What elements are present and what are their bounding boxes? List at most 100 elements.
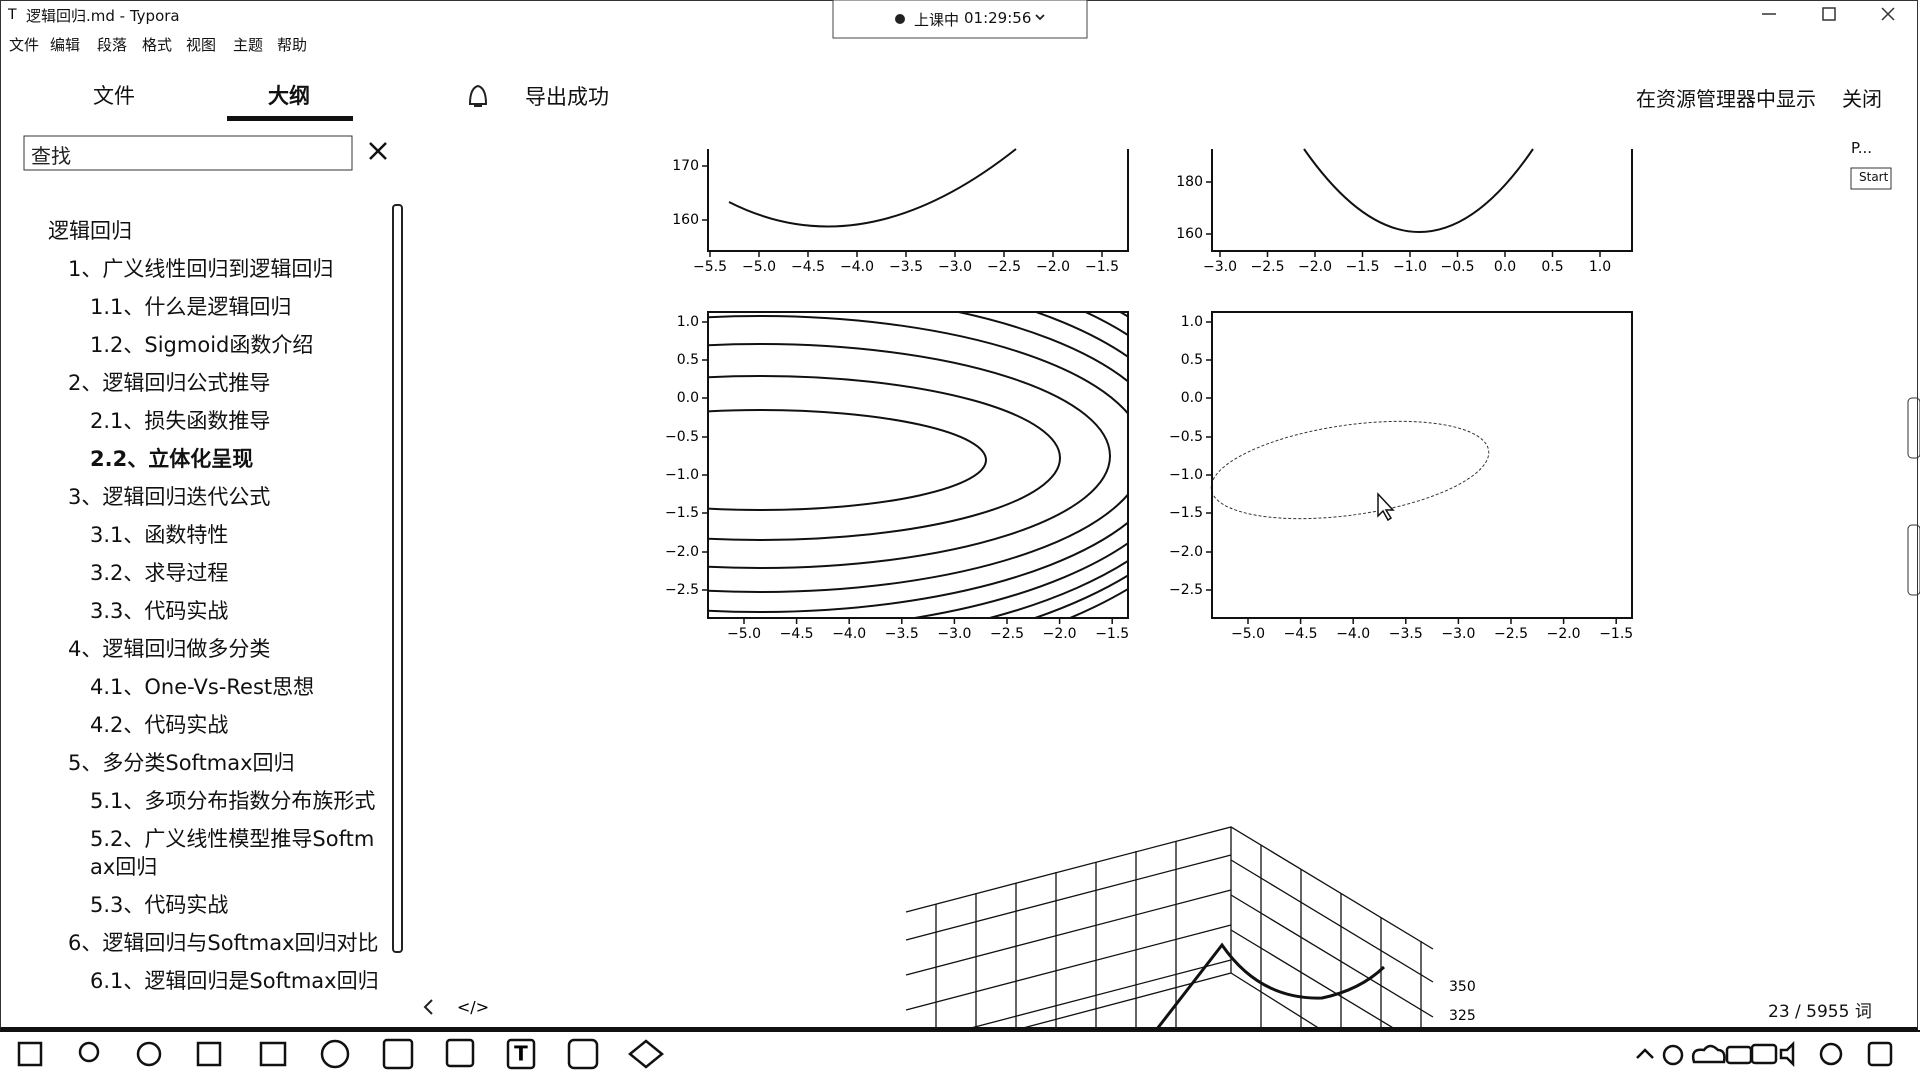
axes-frame [707,311,1129,619]
outline-item[interactable]: 1、广义线性回归到逻辑回归 [68,257,334,281]
tray-icon[interactable] [1750,1043,1778,1065]
app-icon[interactable] [382,1038,414,1070]
explorer-icon[interactable] [259,1041,287,1067]
outline-item[interactable]: 4、逻辑回归做多分类 [68,637,271,661]
outline-item[interactable]: 2.2、立体化呈现 [90,447,254,471]
taskview-icon[interactable] [136,1041,162,1067]
y-tick-label: 1.0 [677,314,699,330]
x-tick-label: −1.5 [1085,259,1119,275]
menu-item[interactable]: 主题 [233,36,264,54]
taskbar-icons [17,1038,1893,1070]
app-icon[interactable] [445,1038,475,1068]
x-tick-label: −3.5 [885,626,919,642]
notification: 导出成功 [525,85,609,109]
restore-button[interactable] [1822,7,1836,21]
y-tick-label: 1.0 [1181,314,1203,330]
outline-item[interactable]: 2、逻辑回归公式推导 [68,371,271,395]
volume-icon[interactable] [1779,1040,1795,1068]
menu-item[interactable]: 帮助 [277,36,308,54]
tray-icon[interactable] [1691,1044,1726,1064]
outline-item[interactable]: 5、多分类Softmax回归 [68,751,295,775]
typora-icon-letter: T [514,1042,528,1066]
timer-box[interactable] [832,0,1088,39]
y-tick-label: −1.0 [665,467,699,483]
tray-icon[interactable] [1725,1045,1753,1065]
menu-item[interactable]: 编辑 [50,36,81,54]
outline-item[interactable]: 1.1、什么是逻辑回归 [90,295,292,319]
menu-item[interactable]: 段落 [97,36,128,54]
tray-expand[interactable] [1636,1048,1654,1059]
outline-item[interactable]: 3.3、代码实战 [90,599,229,623]
y-tick-label: 160 [1176,226,1203,242]
outline-item[interactable]: 3.1、函数特性 [90,523,229,547]
app-icon[interactable] [196,1041,222,1067]
y-tick-label: 0.0 [677,390,699,406]
tray-icon[interactable] [1662,1044,1684,1066]
bell-icon[interactable] [468,84,488,107]
x-tick-label: −4.5 [791,259,825,275]
start-button-frame[interactable] [1850,167,1892,190]
x-tick-label: 1.0 [1589,259,1611,275]
notification-icon[interactable] [1867,1041,1893,1067]
y-tick-label: −1.5 [665,505,699,521]
outline-item[interactable]: 4.1、One-Vs-Rest思想 [90,675,315,699]
search-icon[interactable] [78,1041,100,1063]
x-tick-label: −5.5 [693,259,727,275]
clear-search[interactable] [369,142,387,160]
x-tick-label: −0.5 [1441,259,1475,275]
sidebar-tab[interactable]: 大纲 [268,84,310,108]
loss-curve [728,148,1017,228]
reveal-in-explorer[interactable]: 在资源管理器中显示 [1636,87,1816,111]
outline-item[interactable]: 逻辑回归 [48,219,132,243]
outline-item[interactable]: 6.1、逻辑回归是Softmax回归 [90,969,379,993]
x-tick-label: −1.5 [1346,259,1380,275]
outline-item[interactable]: 1.2、Sigmoid函数介绍 [90,333,314,357]
outline-item[interactable]: 3、逻辑回归迭代公式 [68,485,271,509]
x-tick-label: −2.0 [1036,259,1070,275]
outline-item[interactable]: 5.2、广义线性模型推导Softmax回归 [90,827,375,879]
scrollbar[interactable] [392,204,403,953]
x-tick-label: −3.0 [1441,626,1475,642]
start-button[interactable]: Start [1859,170,1889,184]
y-tick-label: −2.5 [1169,582,1203,598]
menu-item[interactable]: 格式 [142,36,173,54]
start-menu-icon[interactable] [17,1041,43,1067]
app-icon: T [7,7,17,23]
source-mode-button[interactable]: </> [457,998,489,1017]
edge-tab[interactable] [1907,397,1920,459]
tray-icon[interactable] [1819,1042,1843,1066]
close-button[interactable]: 关闭 [1842,87,1882,111]
menu-item[interactable]: 文件 [9,36,40,54]
timer-dropdown[interactable] [1035,14,1045,21]
search-box[interactable] [23,135,353,171]
browser-icon[interactable] [320,1039,350,1069]
app-icon[interactable] [567,1038,599,1070]
axes-frame [707,149,1129,252]
app-icon[interactable] [628,1039,664,1069]
contour-lines [708,312,1128,618]
outline-item[interactable]: 5.1、多项分布指数分布族形式 [90,789,376,813]
x-tick-label: −2.0 [1043,626,1077,642]
outline-item[interactable]: 6、逻辑回归与Softmax回归对比 [68,931,379,955]
close-window-button[interactable] [1881,7,1895,21]
x-tick-label: −2.5 [990,626,1024,642]
x-tick-label: −5.0 [1231,626,1265,642]
x-tick-label: −3.5 [889,259,923,275]
x-tick-label: −2.0 [1547,626,1581,642]
outline-item[interactable]: 3.2、求导过程 [90,561,229,585]
x-tick-label: −1.0 [1393,259,1427,275]
edge-tab[interactable] [1907,524,1920,596]
z-tick-label: 350 [1449,979,1476,995]
axes-frame [1211,149,1633,252]
menu-item[interactable]: 视图 [186,36,217,54]
outline-item[interactable]: 2.1、损失函数推导 [90,409,271,433]
sidebar-tab[interactable]: 文件 [93,84,135,108]
y-tick-label: −2.0 [665,544,699,560]
back-button[interactable] [423,999,433,1015]
outline-item[interactable]: 5.3、代码实战 [90,893,229,917]
outline-item[interactable]: 4.2、代码实战 [90,713,229,737]
typora-icon[interactable] [506,1038,536,1070]
